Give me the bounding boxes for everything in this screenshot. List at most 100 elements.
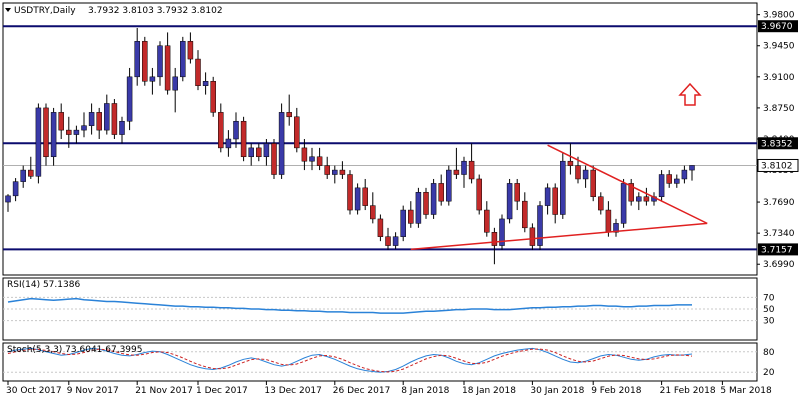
bearish-candle <box>324 165 330 175</box>
price-tick-label: 3.7340 <box>763 229 795 239</box>
bearish-candle <box>28 169 34 177</box>
bearish-candle <box>605 209 612 233</box>
bullish-candle <box>560 160 566 215</box>
bearish-candle <box>66 129 72 135</box>
date-tick-label: 21 Nov 2017 <box>135 386 193 396</box>
bearish-candle <box>666 174 672 184</box>
bullish-candle <box>73 129 80 135</box>
bullish-candle <box>263 143 270 158</box>
ohlc-label: 3.7932 3.8103 3.7932 3.8102 <box>88 6 223 16</box>
bullish-candle <box>126 76 133 122</box>
date-tick-label: 21 Feb 2018 <box>660 386 716 396</box>
price-tick-label: 3.9450 <box>763 42 795 52</box>
current-price-label: 3.8102 <box>761 161 793 171</box>
level-price-tag <box>758 243 798 256</box>
bullish-candle <box>81 125 87 131</box>
bullish-candle <box>20 169 26 182</box>
price-tick-label: 3.8750 <box>763 104 795 114</box>
date-tick-label: 30 Oct 2017 <box>6 386 62 396</box>
bullish-candle <box>461 160 467 175</box>
bullish-candle <box>248 147 254 158</box>
bearish-candle <box>210 81 216 113</box>
price-tick-label: 3.6990 <box>763 260 795 270</box>
bullish-candle <box>506 183 513 220</box>
date-tick-label: 30 Jan 2018 <box>530 386 584 396</box>
bullish-candle <box>658 174 665 197</box>
bearish-candle <box>339 169 346 175</box>
bearish-candle <box>468 160 475 180</box>
bearish-candle <box>96 112 102 131</box>
indicator-tick-label: 20 <box>763 368 775 378</box>
bullish-candle <box>332 169 338 175</box>
bearish-candle <box>286 112 292 118</box>
bearish-candle <box>294 116 300 149</box>
bearish-candle <box>256 147 262 158</box>
stoch-main-line <box>7 347 693 373</box>
bearish-candle <box>552 187 558 215</box>
bearish-candle <box>453 169 460 175</box>
bullish-candle <box>430 183 437 215</box>
bullish-candle <box>354 187 361 211</box>
date-tick-label: 8 Jan 2018 <box>401 386 449 396</box>
triangle-trendline[interactable] <box>547 144 708 225</box>
indicator-tick-label: 70 <box>763 293 775 303</box>
bullish-candle <box>636 196 642 202</box>
bullish-candle <box>172 76 178 91</box>
bullish-candle <box>225 138 232 149</box>
bullish-candle <box>400 209 406 237</box>
bearish-candle <box>575 165 581 180</box>
bearish-candle <box>362 187 368 206</box>
bullish-candle <box>689 165 695 171</box>
bullish-candle <box>613 223 619 233</box>
bearish-candle <box>522 200 528 229</box>
bullish-candle <box>104 103 110 131</box>
bullish-candle <box>180 41 186 78</box>
level-price-tag <box>758 20 798 33</box>
bearish-candle <box>187 41 194 60</box>
triangle-trendlines <box>410 144 708 251</box>
bullish-candle <box>392 236 399 246</box>
horizontal-levels: 3.9670 3.8352 3.7157 3.8102 <box>3 20 799 256</box>
bullish-candle <box>233 120 239 140</box>
bullish-candle <box>309 156 315 162</box>
dropdown-triangle-icon[interactable] <box>5 8 11 12</box>
stoch-axis: 80 20 <box>763 348 775 378</box>
price-tick-label: 3.9100 <box>763 73 795 83</box>
bearish-candle <box>491 232 498 246</box>
bearish-candle <box>423 192 429 215</box>
level-price-label: 3.7157 <box>761 245 793 255</box>
bullish-candle <box>674 178 680 184</box>
date-tick-label: 1 Dec 2017 <box>196 386 248 396</box>
bullish-candle <box>544 187 551 206</box>
bearish-candle <box>347 174 353 211</box>
stoch-signal-line <box>7 348 693 373</box>
level-price-label: 3.9670 <box>761 22 793 32</box>
bearish-candle <box>301 147 308 162</box>
bearish-candle <box>142 41 148 82</box>
bullish-candle <box>119 120 125 135</box>
bullish-candle <box>88 112 95 126</box>
bearish-candle <box>408 209 414 224</box>
bullish-candle <box>50 112 57 158</box>
date-tick-label: 5 Mar 2018 <box>720 386 772 396</box>
bullish-candle <box>202 81 209 86</box>
bullish-candle <box>582 169 589 180</box>
bearish-candle <box>240 120 247 158</box>
triangle-trendline[interactable] <box>410 222 708 251</box>
bearish-candle <box>316 156 323 166</box>
candlestick-series <box>5 27 695 265</box>
indicator-tick-label: 50 <box>763 305 775 315</box>
indicator-tick-label: 80 <box>763 348 775 358</box>
bullish-candle <box>149 76 156 82</box>
rsi-level-lines <box>3 296 757 322</box>
bearish-candle <box>628 183 634 202</box>
bullish-candle <box>35 107 42 177</box>
bearish-candle <box>484 209 490 233</box>
bullish-candle <box>537 205 543 246</box>
indicator-tick-label: 30 <box>763 317 775 327</box>
level-price-tag <box>758 137 798 150</box>
bearish-candle <box>58 112 64 131</box>
bearish-candle <box>377 218 384 237</box>
